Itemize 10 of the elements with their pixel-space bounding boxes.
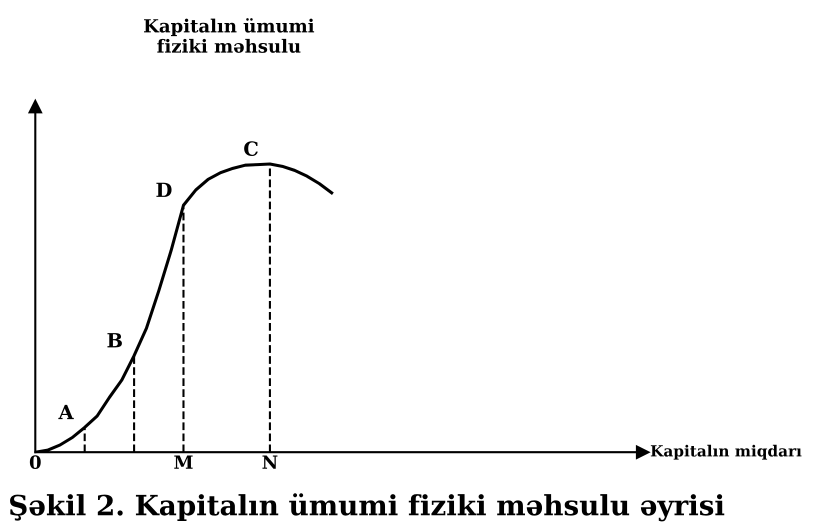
x-tick-label: M [174,456,193,469]
text: Kapitalın ümumi fiziki məhsulu [144,18,314,53]
annotation: B [107,333,122,348]
annotation: C [244,141,258,156]
text: Şəkil 2. Kapitalın ümumi fiziki məhsulu əyrisi [10,493,724,522]
x-tick-label: N [262,456,278,469]
annotation: A [58,404,74,420]
annotation: D [156,182,172,197]
text: Kapitalın miqdarı [650,444,802,460]
x-tick-label: 0 [30,455,41,469]
